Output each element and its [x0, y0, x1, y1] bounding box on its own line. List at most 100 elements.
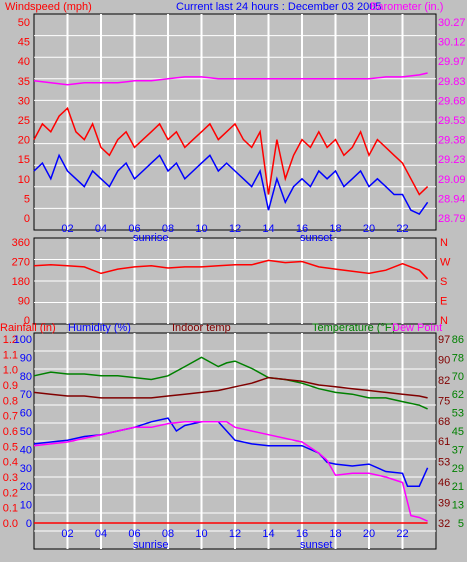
- y-tick-label: 97: [438, 334, 450, 346]
- dewpoint-label: Dew Point: [392, 322, 442, 334]
- series-line-dew-point: [33, 421, 428, 522]
- y-tick-label: 37: [452, 444, 464, 456]
- y-tick-label: N: [440, 237, 448, 249]
- series-line-indoor-temp: [33, 376, 428, 399]
- y-tick-label: 70: [452, 371, 464, 383]
- x-tick-label: 10: [195, 223, 207, 235]
- y-tick-label: 0: [26, 518, 32, 530]
- temperature-label: Temperature (°F): [312, 322, 395, 334]
- y-tick-label: 5: [24, 193, 30, 205]
- y-tick-label: 10: [18, 174, 30, 186]
- y-tick-label: 0: [24, 213, 30, 225]
- x-tick-label: 02: [61, 528, 73, 540]
- y-tick-label: 30.12: [438, 37, 466, 49]
- x-tick-label: 06: [128, 223, 140, 235]
- y-tick-label: 90: [18, 296, 30, 308]
- y-tick-label: 68: [438, 416, 450, 428]
- y-tick-label: 90: [20, 352, 32, 364]
- x-tick-label: 02: [61, 223, 73, 235]
- y-tick-label: 15: [18, 154, 30, 166]
- y-tick-label: 0.6: [3, 426, 18, 438]
- y-tick-label: 0.8: [3, 395, 18, 407]
- y-tick-label: 29.23: [438, 154, 466, 166]
- y-tick-label: 40: [20, 444, 32, 456]
- y-tick-label: 90: [438, 354, 450, 366]
- y-tick-label: 60: [20, 408, 32, 420]
- series-line-windspeed-mph-: [33, 106, 429, 196]
- y-tick-label: 29: [452, 463, 464, 475]
- y-tick-label: 25: [18, 115, 30, 127]
- y-tick-label: 0.9: [3, 380, 18, 392]
- y-tick-label: 53: [438, 457, 450, 469]
- y-tick-label: 30.27: [438, 17, 466, 29]
- y-tick-label: 1.0: [3, 365, 18, 377]
- x-tick-label: 22: [396, 223, 408, 235]
- y-tick-label: 10: [20, 500, 32, 512]
- x-tick-label: 22: [396, 528, 408, 540]
- y-tick-label: 32: [438, 518, 450, 530]
- y-tick-label: 62: [452, 389, 464, 401]
- y-tick-label: E: [440, 296, 447, 308]
- temp-panel: 0.0 0.1 0.2 0.3 0.4 0.5 0.6 0.7 0.8 0.9 1.0 1.1 1.2 0…: [3, 333, 464, 549]
- y-tick-label: 0.1: [3, 503, 18, 515]
- y-tick-label: 28.94: [438, 193, 466, 205]
- x-tick-label: 04: [95, 528, 107, 540]
- y-tick-label: 80: [20, 371, 32, 383]
- sunset-label-bottom: sunset: [300, 539, 332, 551]
- series-line-barometer-in-: [33, 72, 428, 86]
- y-tick-label: S: [440, 276, 447, 288]
- wind-panel: 0 5 10 15 20 25 30 35 40 45 50 28.79 28.94 29.09 29.23…: [18, 14, 466, 235]
- y-tick-label: 100: [14, 334, 32, 346]
- chart-title: Current last 24 hours : December 03 2005: [176, 1, 381, 13]
- y-tick-label: 180: [12, 276, 30, 288]
- y-tick-label: 86: [452, 334, 464, 346]
- y-tick-label: 29.38: [438, 135, 466, 147]
- y-tick-label: 0: [24, 315, 30, 327]
- y-tick-label: N: [440, 315, 448, 327]
- series-line-wind-direction: [33, 259, 429, 280]
- x-tick-label: 20: [363, 528, 375, 540]
- x-tick-label: 12: [229, 223, 241, 235]
- y-tick-label: 35: [18, 76, 30, 88]
- y-tick-label: 270: [12, 257, 30, 269]
- y-tick-label: 20: [18, 135, 30, 147]
- y-tick-label: 75: [438, 395, 450, 407]
- rainfall-label: Rainfall (in): [0, 322, 56, 334]
- x-tick-label: 06: [128, 528, 140, 540]
- x-tick-label: 12: [229, 528, 241, 540]
- y-tick-label: 30: [18, 95, 30, 107]
- y-tick-label: 29.53: [438, 115, 466, 127]
- wind-axis-label: Windspeed (mph): [5, 1, 92, 13]
- y-tick-label: 45: [452, 426, 464, 438]
- y-tick-label: 1.1: [3, 349, 18, 361]
- y-tick-label: 82: [438, 375, 450, 387]
- y-tick-label: W: [440, 257, 451, 269]
- y-tick-label: 30: [20, 463, 32, 475]
- y-tick-label: 21: [452, 481, 464, 493]
- y-tick-label: 0.0: [3, 518, 18, 530]
- y-tick-label: 0.5: [3, 441, 18, 453]
- y-tick-label: 360: [12, 237, 30, 249]
- y-tick-label: 0.3: [3, 472, 18, 484]
- y-tick-label: 29.09: [438, 174, 466, 186]
- y-tick-label: 70: [20, 389, 32, 401]
- x-tick-label: 08: [162, 223, 174, 235]
- x-tick-label: 18: [329, 528, 341, 540]
- y-tick-label: 46: [438, 477, 450, 489]
- y-tick-label: 1.2: [3, 334, 18, 346]
- humidity-label: Humidity (%): [68, 322, 131, 334]
- x-tick-label: 14: [262, 223, 274, 235]
- y-tick-label: 29.97: [438, 56, 466, 68]
- y-tick-label: 45: [18, 37, 30, 49]
- y-tick-label: 78: [452, 352, 464, 364]
- baro-axis-label: Barometer (in.): [370, 1, 443, 13]
- y-tick-label: 40: [18, 56, 30, 68]
- indoor-temp-label: Indoor temp: [172, 322, 231, 334]
- y-tick-label: 13: [452, 500, 464, 512]
- y-tick-label: 50: [20, 426, 32, 438]
- sunset-label-top: sunset: [300, 232, 332, 244]
- y-tick-label: 53: [452, 408, 464, 420]
- x-tick-label: 04: [95, 223, 107, 235]
